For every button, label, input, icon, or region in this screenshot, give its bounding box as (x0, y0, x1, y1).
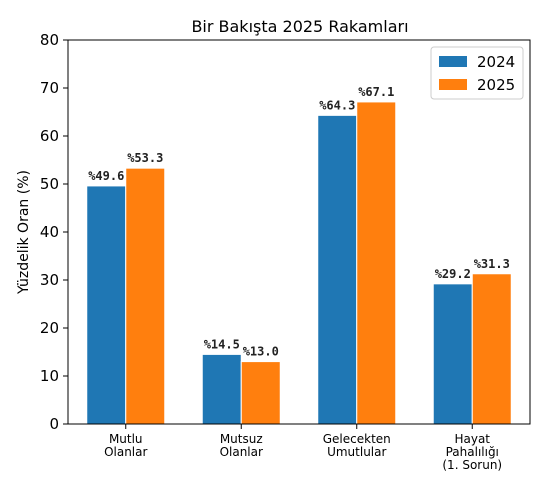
axes-frame (67, 39, 531, 425)
data-label: %29.2 (435, 267, 471, 281)
legend-label-2025: 2025 (477, 76, 515, 94)
y-tick-label: 70 (40, 79, 59, 97)
data-label: %13.0 (243, 345, 279, 359)
data-label: %64.3 (319, 98, 355, 112)
bar-2024-3 (432, 283, 473, 425)
data-label: %67.1 (358, 85, 394, 99)
y-tick-label: 20 (40, 319, 59, 337)
legend-swatch-2024 (439, 56, 467, 67)
y-tick-label: 60 (40, 127, 59, 145)
data-label: %53.3 (127, 151, 163, 165)
x-tick-label: Umutlular (327, 445, 386, 459)
data-label: %14.5 (204, 337, 240, 351)
x-tick-label: (1. Sorun) (442, 458, 502, 472)
x-tick-label: Olanlar (104, 445, 147, 459)
x-tick-label: Hayat (454, 432, 490, 446)
bar-2025-1 (240, 361, 281, 425)
y-tick-label: 0 (49, 415, 59, 433)
y-tick-label: 50 (40, 175, 59, 193)
bar-2025-3 (471, 273, 512, 425)
bar-2024-2 (317, 114, 358, 425)
legend-swatch-2025 (439, 79, 467, 90)
data-label: %31.3 (474, 257, 510, 271)
chart-title: Bir Bakışta 2025 Rakamları (191, 17, 408, 36)
data-label: %49.6 (88, 169, 124, 183)
bar-2024-1 (201, 353, 242, 425)
plot-area: 01020304050607080%49.6%53.3MutluOlanlar%… (40, 31, 531, 472)
y-tick-label: 40 (40, 223, 59, 241)
bar-2024-0 (86, 185, 127, 425)
x-tick-label: Pahalılığı (446, 445, 499, 459)
bar-2025-0 (125, 167, 166, 425)
y-tick-label: 80 (40, 31, 59, 49)
x-tick-label: Gelecekten (323, 432, 391, 446)
x-tick-label: Mutlu (109, 432, 143, 446)
y-axis-label: Yüzdelik Oran (%) (16, 170, 32, 295)
legend: 2024 2025 (430, 46, 524, 100)
legend-label-2024: 2024 (477, 53, 515, 71)
x-tick-label: Mutsuz (220, 432, 263, 446)
x-tick-label: Olanlar (220, 445, 263, 459)
y-tick-label: 30 (40, 271, 59, 289)
bar-2025-2 (356, 101, 397, 425)
y-tick-label: 10 (40, 367, 59, 385)
